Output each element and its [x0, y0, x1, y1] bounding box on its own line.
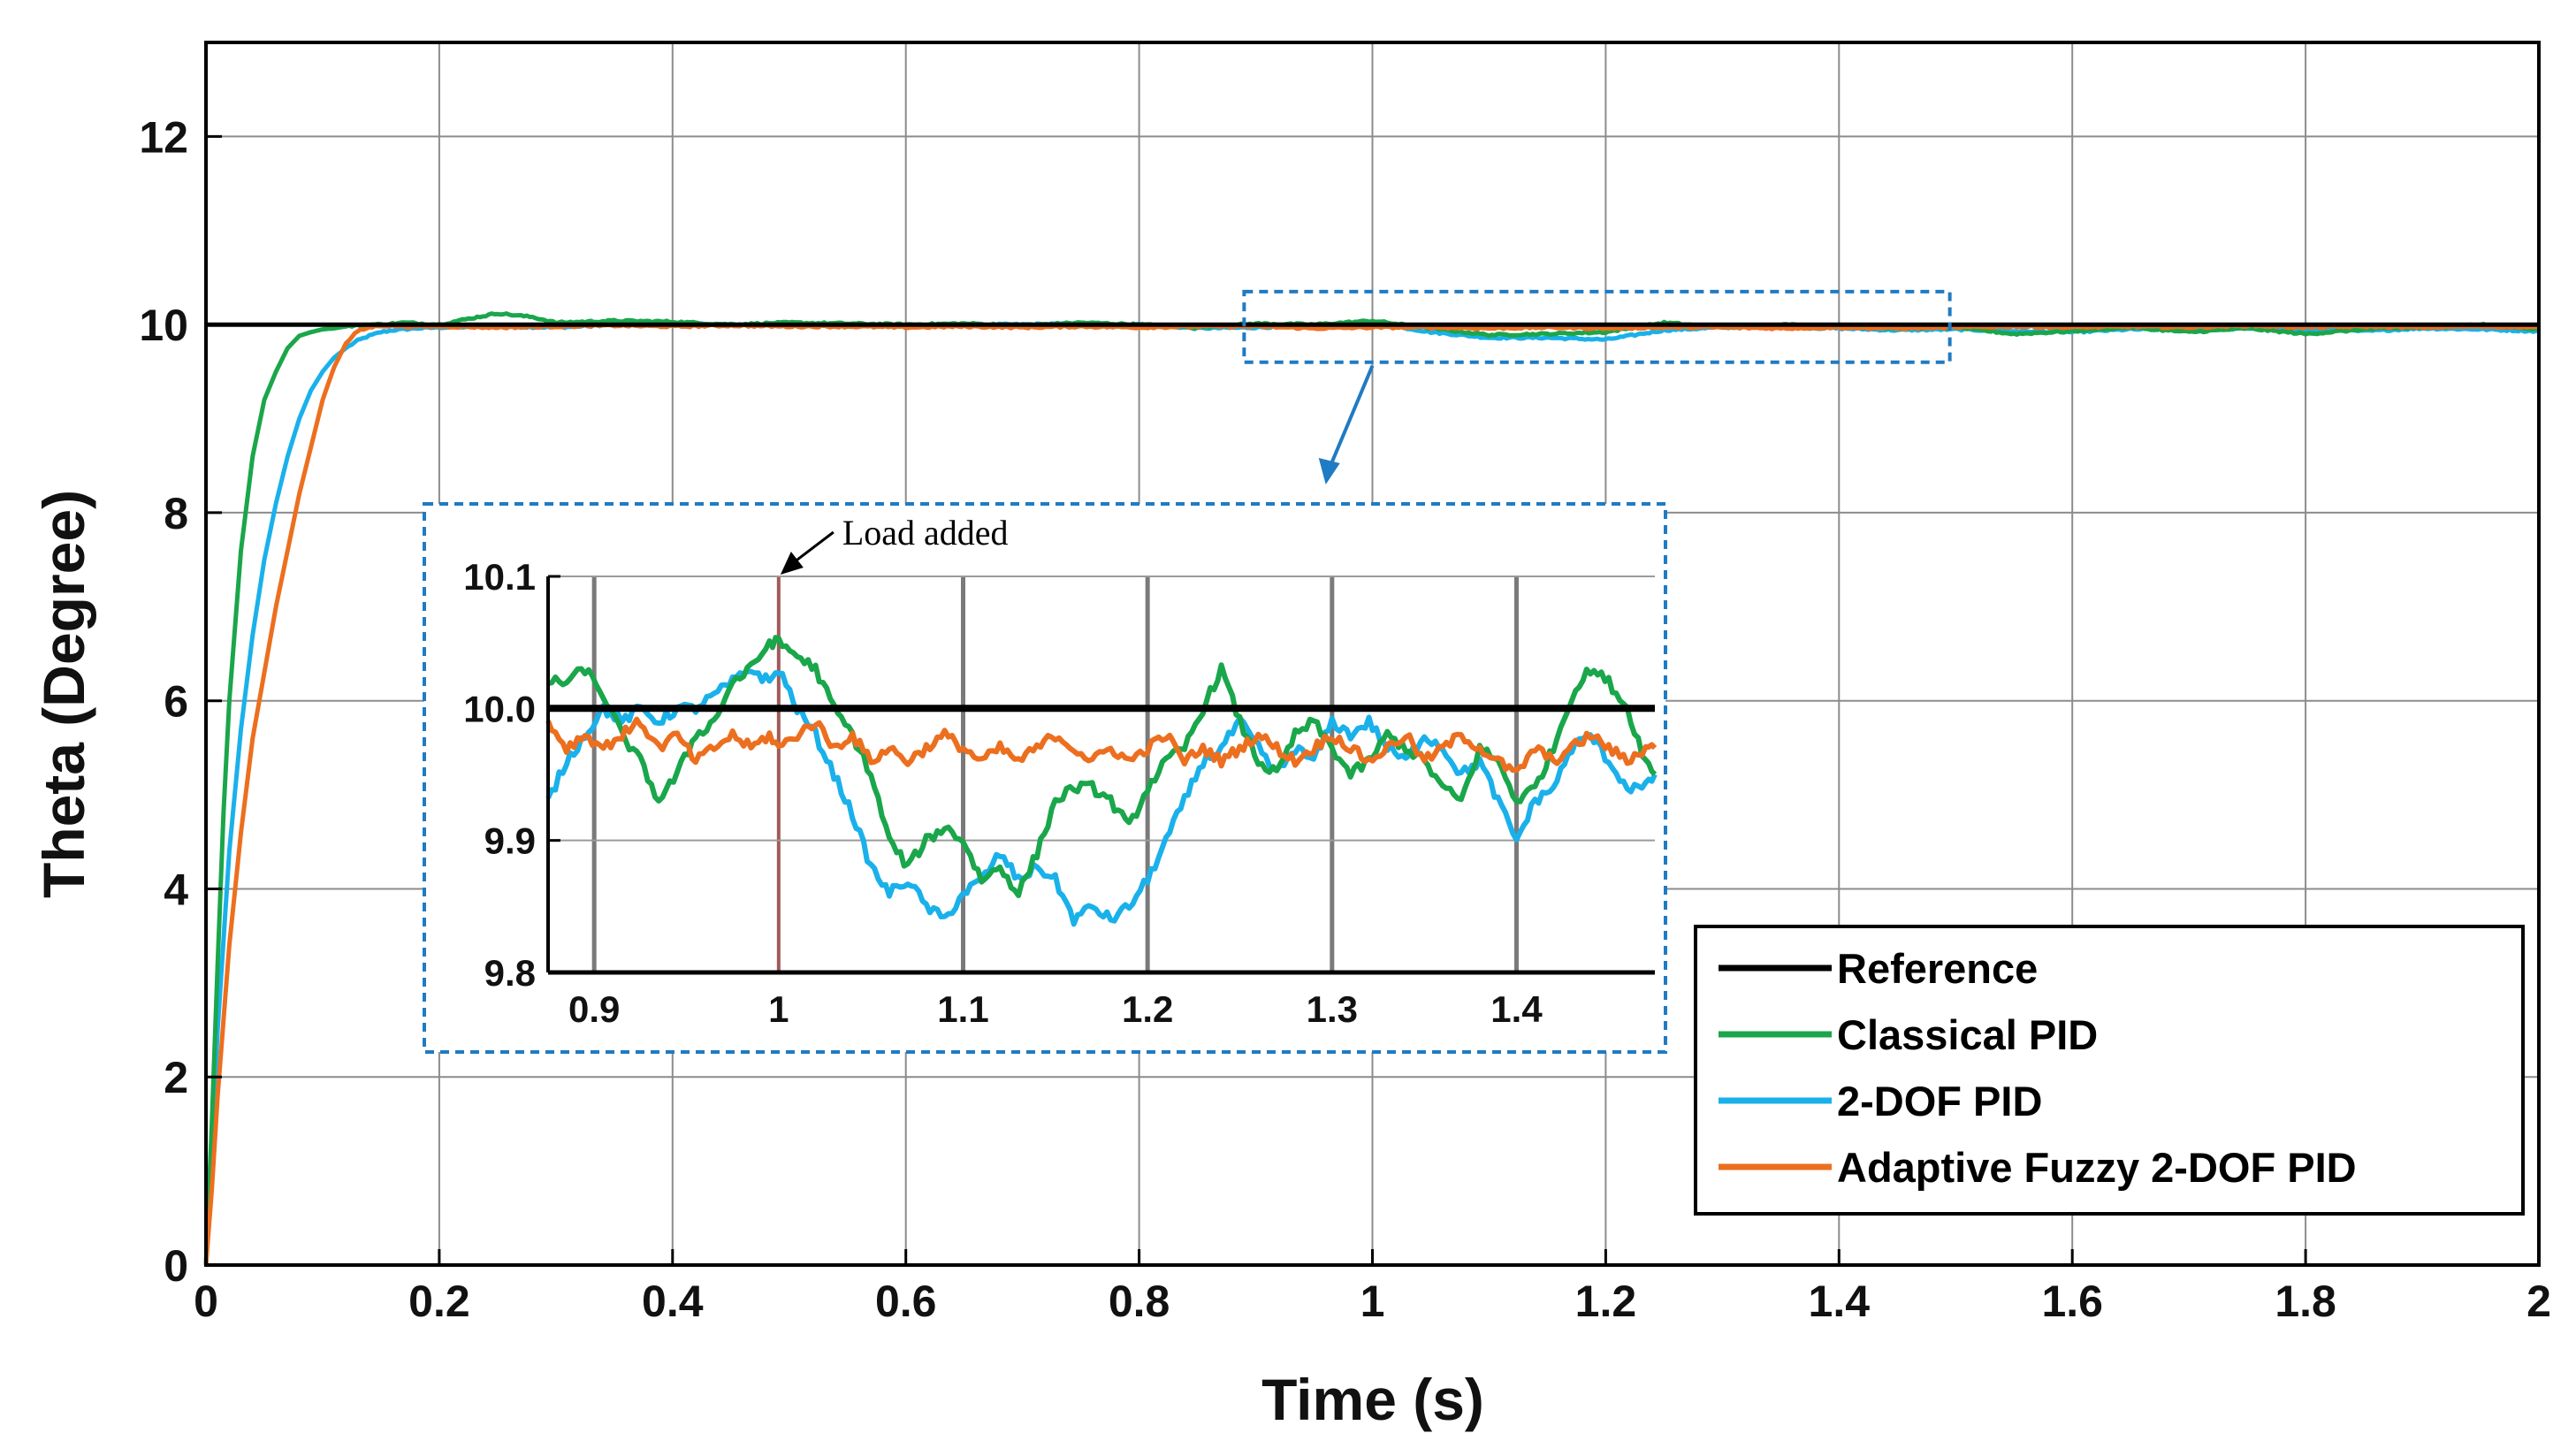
zoom-pointer-arrow: [1327, 364, 1375, 469]
inset-series: [545, 635, 1658, 927]
x-tick-label-6: 1.2: [1575, 1277, 1637, 1326]
x-tick-label-3: 0.6: [875, 1277, 937, 1326]
x-tick-label-4: 0.8: [1109, 1277, 1170, 1326]
y-tick-label-3: 6: [164, 677, 188, 727]
x-tick-label-0: 0: [194, 1277, 218, 1326]
x-tick-label-8: 1.6: [2041, 1277, 2103, 1326]
zoom-pointer-arrow-head: [1318, 458, 1340, 484]
x-axis-title: Time (s): [1261, 1367, 1484, 1432]
inset-series-classical-pid: [547, 635, 1658, 898]
legend-label-adaptive-fuzzy-pid: Adaptive Fuzzy 2-DOF PID: [1837, 1144, 2357, 1191]
inset-x-tick-label-5: 1.4: [1490, 988, 1543, 1030]
inset-series-adaptive-fuzzy-2-dof-pid: [545, 716, 1658, 774]
zoom-callout: [1242, 289, 1952, 484]
series-classical-pid: [203, 311, 2540, 1266]
x-axis-ticks: 0 0.2 0.4 0.6 0.8 1 1.2 1.4 1.6 1.8 2: [194, 1249, 2551, 1326]
inset-x-tick-label-4: 1.3: [1307, 988, 1358, 1030]
main-series: [203, 311, 2540, 1266]
y-tick-label-1: 2: [164, 1053, 188, 1102]
legend-label-classical-pid: Classical PID: [1837, 1011, 2098, 1058]
inset-y-tick-label-1: 9.9: [484, 820, 536, 862]
inset-y-ticks: 9.8 9.9 10.0 10.1: [463, 556, 560, 994]
x-tick-label-5: 1: [1360, 1277, 1385, 1326]
x-tick-label-1: 0.2: [408, 1277, 470, 1326]
y-tick-label-5: 10: [139, 301, 188, 350]
zoom-region-box: [1242, 289, 1952, 364]
inset-y-tick-label-0: 9.8: [484, 952, 536, 994]
y-tick-label-4: 8: [164, 489, 188, 538]
legend-box: [1694, 925, 2525, 1216]
y-axis-ticks: 0 2 4 6 8 10 12: [139, 112, 222, 1291]
inset-x-tick-label-3: 1.2: [1122, 988, 1173, 1030]
inset-y-tick-label-2: 10.0: [463, 688, 536, 729]
x-tick-label-7: 1.4: [1809, 1277, 1871, 1326]
inset-dashed-border: [423, 502, 1667, 1054]
y-tick-label-2: 4: [164, 865, 188, 914]
y-tick-label-0: 0: [164, 1241, 188, 1291]
inset-axes: [546, 576, 1655, 975]
load-added-annotation: Load added: [842, 513, 1009, 553]
inset-x-tick-label-2: 1.1: [937, 988, 988, 1030]
x-tick-label-2: 0.4: [642, 1277, 704, 1326]
inset-x-ticks: 0.9 1 1.1 1.2 1.3 1.4: [568, 988, 1543, 1030]
load-added-arrow-head: [780, 552, 804, 575]
inset-background: [424, 504, 1665, 1052]
legend: Reference Classical PID 2-DOF PID Adapti…: [1694, 925, 2525, 1216]
inset-chart: 0.9 1 1.1 1.2 1.3 1.4 9.8 9.9 10.0 10.1 Load add…: [423, 502, 1667, 1054]
x-tick-label-9: 1.8: [2275, 1277, 2336, 1326]
legend-label-reference: Reference: [1837, 945, 2038, 992]
inset-x-tick-label-1: 1: [768, 988, 789, 1030]
y-axis-title: Theta (Degree): [31, 490, 96, 898]
inset-y-tick-label-3: 10.1: [463, 556, 536, 598]
x-tick-label-10: 2: [2526, 1277, 2551, 1326]
y-tick-label-6: 12: [139, 112, 188, 162]
inset-x-tick-label-0: 0.9: [568, 988, 620, 1030]
legend-label-2dof-pid: 2-DOF PID: [1837, 1078, 2042, 1124]
